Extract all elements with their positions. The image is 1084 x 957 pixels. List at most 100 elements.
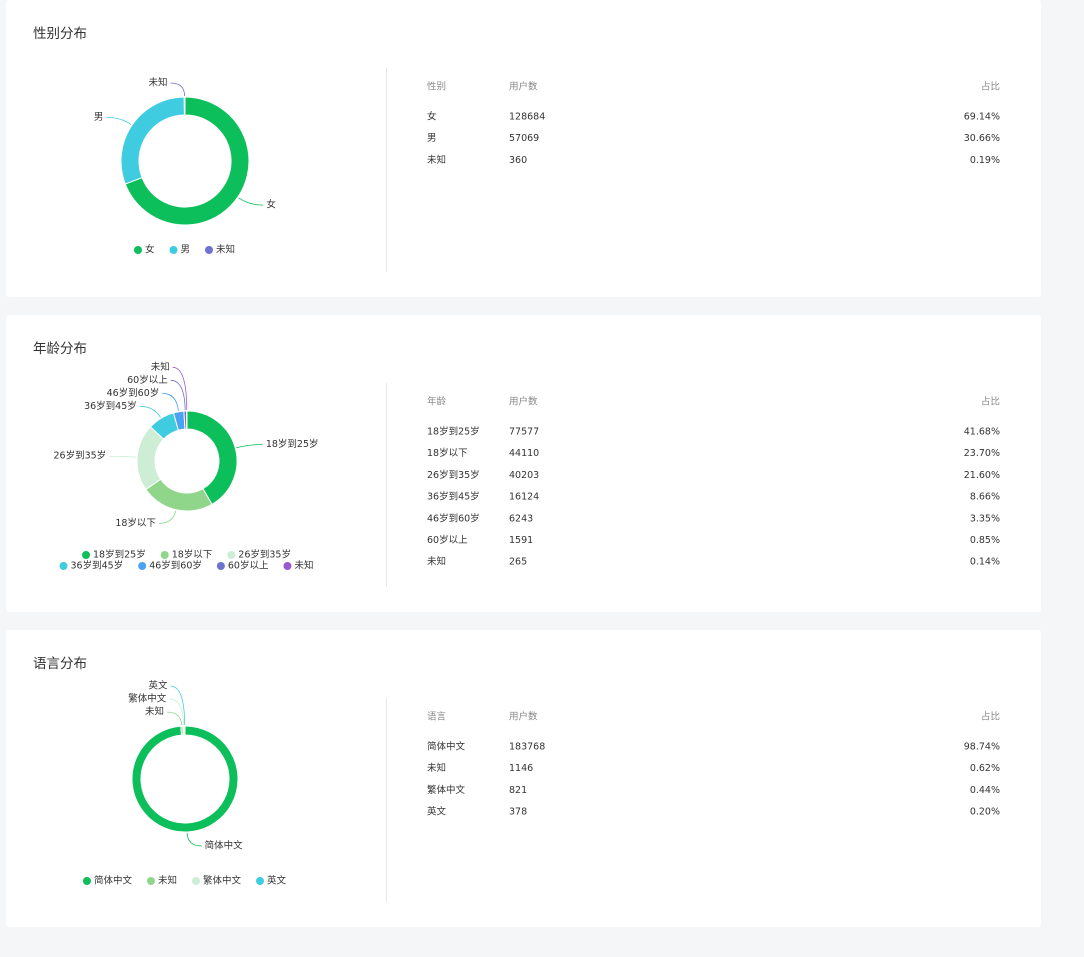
label-line: [169, 698, 184, 726]
table-cell: 21.60%: [964, 470, 1000, 481]
table-cell: 183768: [509, 742, 545, 753]
legend-label: 18岁以下: [172, 549, 213, 561]
table-cell: 6243: [509, 513, 533, 524]
legend-swatch: [205, 246, 214, 254]
label-line: [166, 711, 183, 726]
table-cell: 简体中文: [427, 741, 466, 753]
table-cell: 265: [509, 557, 527, 568]
table-cell: 0.20%: [970, 807, 1000, 818]
legend-swatch: [169, 246, 178, 254]
legend-label: 26岁到35岁: [238, 549, 291, 561]
legend-swatch: [59, 562, 68, 570]
label-line: [172, 366, 188, 411]
table-cell: 98.74%: [964, 742, 1000, 753]
legend-swatch: [138, 562, 147, 570]
legend-label: 36岁到45岁: [71, 560, 124, 572]
table-header: 语言: [427, 711, 447, 723]
legend-swatch: [256, 877, 265, 885]
table-cell: 男: [427, 133, 437, 144]
table-header: 占比: [981, 711, 1000, 723]
legend-label: 未知: [158, 875, 177, 887]
table-cell: 1591: [509, 535, 533, 546]
table-cell: 30.66%: [964, 133, 1000, 144]
table-cell: 128684: [509, 112, 545, 123]
donut-slice: [183, 725, 186, 736]
table-cell: 18岁以下: [427, 447, 468, 459]
slice-label: 未知: [145, 706, 164, 718]
slice-label: 简体中文: [205, 839, 244, 851]
panel-title: 年龄分布: [33, 341, 87, 357]
slice-label: 繁体中文: [128, 693, 167, 705]
table-cell: 1146: [509, 763, 533, 774]
legend-swatch: [283, 562, 292, 570]
table-cell: 女: [427, 111, 437, 123]
table-cell: 未知: [427, 762, 446, 774]
slice-label: 60岁以上: [127, 374, 168, 386]
legend-swatch: [160, 551, 169, 559]
table-cell: 69.14%: [964, 112, 1000, 123]
label-line: [162, 392, 179, 411]
slice-label: 英文: [149, 680, 169, 692]
table-cell: 40203: [509, 470, 539, 481]
table-cell: 77577: [509, 427, 539, 438]
table-cell: 3.35%: [970, 513, 1000, 524]
legend-label: 60岁以上: [228, 560, 269, 572]
label-line: [238, 197, 264, 206]
table-cell: 0.14%: [970, 557, 1000, 568]
table-cell: 未知: [427, 154, 446, 166]
table-cell: 0.44%: [970, 785, 1000, 796]
table-header: 用户数: [509, 711, 538, 723]
table-cell: 57069: [509, 133, 539, 144]
table-cell: 繁体中文: [427, 784, 466, 796]
table-cell: 16124: [509, 492, 539, 503]
table-header: 占比: [981, 396, 1000, 408]
table-cell: 60岁以上: [427, 534, 468, 546]
legend-label: 男: [180, 245, 190, 256]
label-line: [109, 455, 137, 458]
table-cell: 41.68%: [964, 427, 1000, 438]
table-cell: 未知: [427, 556, 446, 568]
legend-label: 未知: [216, 244, 235, 256]
table-cell: 0.85%: [970, 535, 1000, 546]
panel-canvas: 年龄分布18岁到25岁18岁以下26岁到35岁36岁到45岁46岁到60岁60岁…: [33, 341, 1000, 587]
table-cell: 18岁到25岁: [427, 426, 480, 438]
table-cell: 0.62%: [970, 763, 1000, 774]
table-cell: 英文: [427, 806, 447, 818]
table-header: 年龄: [427, 396, 447, 408]
label-line: [186, 832, 202, 847]
legend-label: 英文: [267, 875, 287, 887]
legend-swatch: [82, 877, 91, 885]
label-line: [139, 405, 161, 418]
table-cell: 23.70%: [964, 448, 1000, 459]
legend-label: 繁体中文: [203, 875, 242, 887]
table-cell: 360: [509, 155, 527, 166]
donut-slice: [183, 96, 186, 116]
donut-slice: [131, 725, 239, 833]
legend-swatch: [133, 246, 142, 254]
legend-label: 简体中文: [94, 875, 133, 887]
table-cell: 36岁到45岁: [427, 491, 480, 503]
label-line: [236, 444, 263, 449]
table-header: 用户数: [509, 396, 538, 408]
legend-swatch: [227, 551, 236, 559]
slice-label: 26岁到35岁: [53, 450, 106, 462]
panel: 年龄分布 18岁到25岁 18岁以下 26岁到35岁 36岁到45岁 46岁到60岁 60岁…: [6, 315, 1041, 612]
slice-label: 未知: [149, 77, 168, 89]
donut-slice: [136, 426, 165, 491]
table-cell: 0.19%: [970, 155, 1000, 166]
table-header: 占比: [981, 81, 1000, 93]
slice-label: 18岁到25岁: [266, 438, 319, 450]
label-line: [106, 116, 132, 125]
panel: 语言分布 简体中文 未知 繁体中文 英文 简体中文 未知 繁体中文 英文 语言 用户数 占比 简体中文 1…: [6, 630, 1041, 927]
panel-title: 语言分布: [33, 656, 87, 672]
slice-label: 36岁到45岁: [84, 400, 137, 412]
panel-canvas: 性别分布女男未知女男未知性别 用户数 占比女 128684 69.14%男 57069 30…: [33, 26, 1000, 272]
slice-label: 46岁到60岁: [107, 387, 160, 399]
table-cell: 44110: [509, 448, 539, 459]
legend-label: 女: [145, 244, 155, 256]
slice-label: 未知: [151, 361, 170, 373]
label-line: [158, 510, 177, 524]
table-header: 用户数: [509, 81, 538, 93]
